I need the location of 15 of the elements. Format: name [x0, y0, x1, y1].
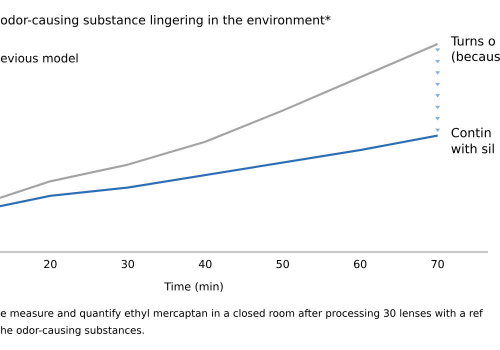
- x-tick-label: 50: [276, 260, 289, 268]
- text: e measure and quantify ethyl mercaptan in a closed room after processing 30 lenses with a ref: [0, 309, 483, 319]
- annotation: Turns o: [450, 36, 495, 46]
- chart-title: odor-causing substance lingering in the environment*: [0, 15, 331, 27]
- x-tick-label: 60: [354, 260, 366, 268]
- x-tick-label: 30: [122, 260, 134, 268]
- annotation: (becaus: [452, 51, 500, 63]
- annotation: Contin: [452, 128, 491, 138]
- x-tick-label: 40: [198, 260, 212, 268]
- text: he odor-causing substances.: [1, 326, 144, 336]
- text: evious model: [0, 53, 78, 63]
- x-tick-label: 20: [44, 260, 57, 268]
- annotation: with sil: [451, 144, 494, 154]
- x-tick-label: 70: [432, 260, 444, 268]
- x-axis-title: Time (min): [164, 282, 223, 292]
